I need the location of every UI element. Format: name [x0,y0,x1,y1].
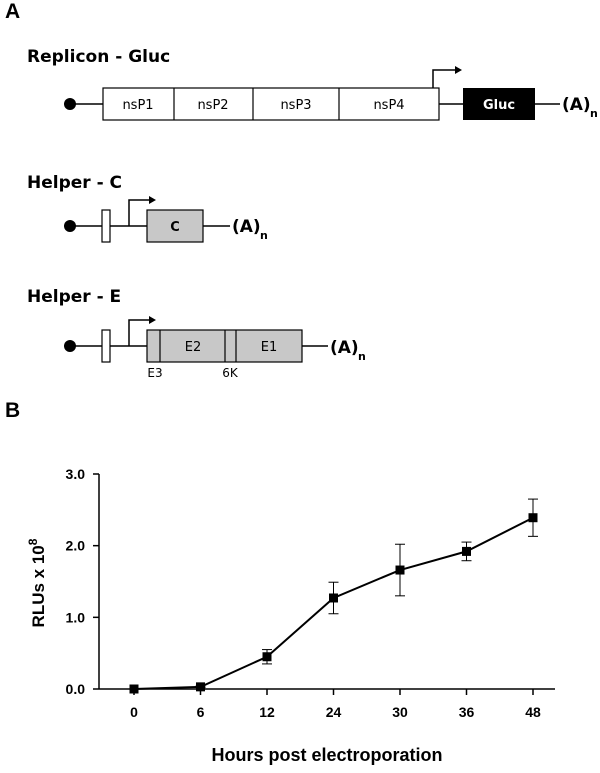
line-chart: 0.0 1.0 2.0 3.0 0 6 12 24 30 36 48 RLUs x 108 Hou… [26,466,555,765]
helper-c-title: Helper - C [27,173,122,193]
reporter-box [463,88,535,120]
data-point [129,684,139,694]
x-tick-label: 36 [459,704,475,720]
segment-label-nsp3: nsP3 [280,98,311,113]
gene-label-c: C [170,220,180,235]
helper-e-title: Helper - E [27,287,121,307]
data-point [528,513,538,523]
gene-label-e2: E2 [185,340,202,355]
data-point [395,565,405,575]
polya-label: (A) [232,217,261,237]
polya-label: (A) [330,338,359,358]
arrowhead-icon [149,196,156,204]
y-tick-label: 0.0 [66,681,86,697]
x-axis-label: Hours post electroporation [211,745,442,765]
x-tick-label: 30 [392,704,408,720]
gene-box-c [146,209,204,243]
replicon-construct: Replicon - Gluc nsP1 nsP2 nsP3 nsP4 Gluc… [27,47,598,121]
polya-label: (A) [562,95,591,115]
arrowhead-icon [455,66,462,74]
junction-label-e3: E3 [147,366,162,380]
promoter-arrow-icon [128,199,149,226]
data-point [462,546,471,556]
polya-subscript: n [260,229,268,242]
panel-a-label: A [5,0,20,23]
segment-label-nsp2: nsP2 [197,98,228,113]
panel-b-label: B [5,399,20,422]
x-tick-label: 0 [130,704,138,720]
y-tick-label: 1.0 [66,609,86,625]
y-axis-label-main: RLUs x 10 [29,545,48,627]
polya-subscript: n [590,107,598,120]
data-point [262,652,272,662]
replicon-title: Replicon - Gluc [27,47,170,67]
utr-box [101,329,111,363]
arrowhead-icon [149,316,156,324]
x-tick-label: 24 [326,704,342,720]
x-tick-label: 12 [259,704,275,720]
helper-e-construct: Helper - E E2 E1 E3 6K (A) n [27,287,366,380]
data-point [196,682,205,692]
utr-box [101,209,111,243]
y-axis-label: RLUs x 108 [26,538,48,627]
promoter-arrow-icon [432,69,455,88]
y-axis-label-exponent: 8 [26,538,40,545]
y-tick-label: 3.0 [66,466,86,482]
promoter-arrow-icon [128,319,149,346]
segment-label-nsp4: nsP4 [373,98,404,113]
x-tick-label: 6 [197,704,205,720]
nsp-box [102,87,440,121]
data-point [329,593,338,603]
helper-c-construct: Helper - C C (A) n [27,173,268,243]
x-tick-label: 48 [525,704,541,720]
reporter-label: Gluc [483,98,515,113]
segment-label-nsp1: nsP1 [122,98,153,113]
y-tick-label: 2.0 [66,538,86,554]
gene-label-e1: E1 [261,340,278,355]
polya-subscript: n [358,350,366,363]
junction-label-6k: 6K [222,366,239,380]
